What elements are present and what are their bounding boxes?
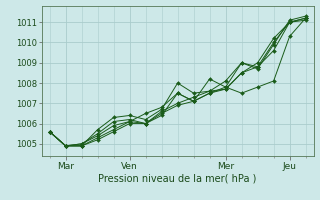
- X-axis label: Pression niveau de la mer( hPa ): Pression niveau de la mer( hPa ): [99, 173, 257, 183]
